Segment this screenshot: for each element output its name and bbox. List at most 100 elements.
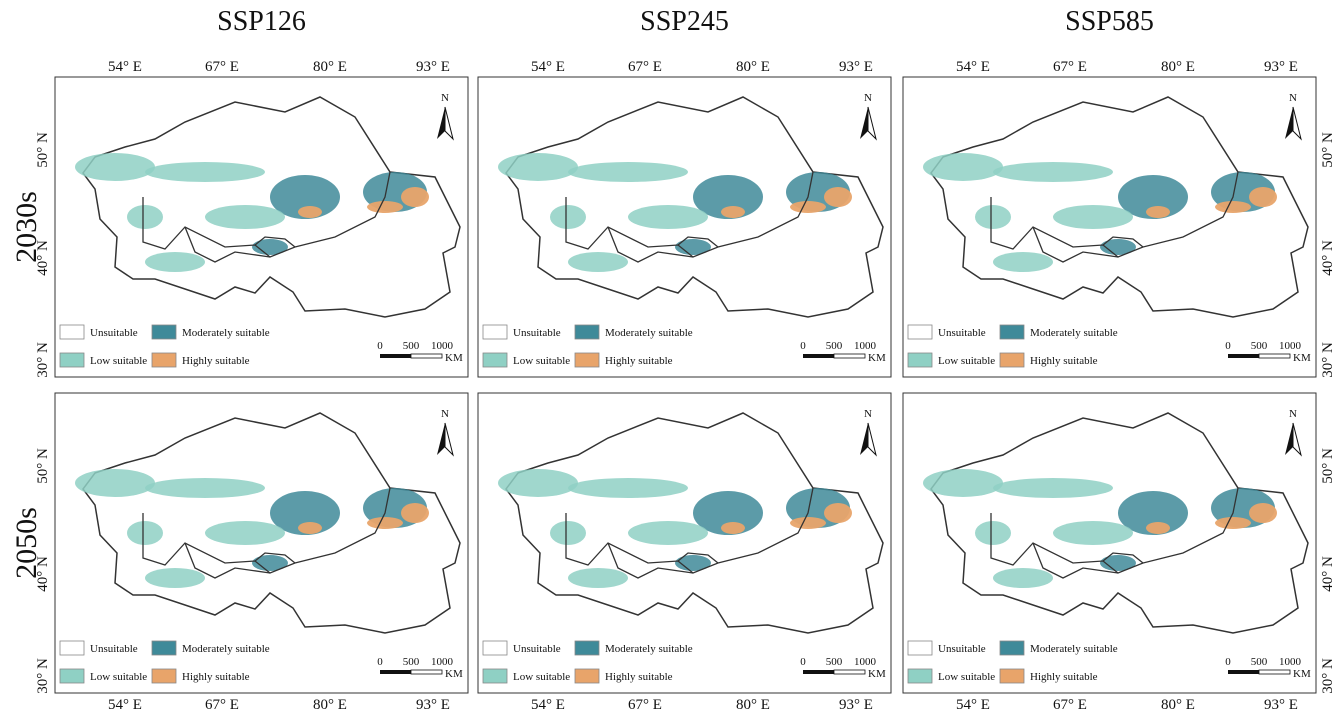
suitability-area [401,503,429,523]
longitude-label: 93° E [839,59,873,75]
north-arrow [860,107,868,139]
country-border [990,171,1239,258]
suitability-area [1100,239,1136,255]
legend-label: Unsuitable [90,643,138,655]
map-panel: N Unsuitable Moderately suitable Low suitab… [902,59,1336,378]
legend-swatch [999,668,1025,684]
suitability-area [790,517,826,529]
country-border [254,236,296,248]
latitude-label: 40° N [1320,556,1336,592]
legend-swatch [59,640,85,656]
legend-swatch [999,352,1025,368]
suitability-area [367,517,403,529]
latitude-label: 30° N [35,342,51,378]
scale-unit: KM [445,668,463,680]
column-header: SSP126 [217,6,306,37]
legend-label: Highly suitable [1030,671,1098,683]
scale-tick-label: 500 [826,340,843,352]
suitability-area [568,252,628,272]
suitability-area [145,252,205,272]
scale-tick-label: 1000 [431,340,454,352]
scale-unit: KM [868,668,886,680]
suitability-area [628,205,708,229]
legend-swatch [574,324,600,340]
scale-tick-label: 0 [1225,656,1231,668]
legend-label: Highly suitable [182,671,250,683]
latitude-label: 30° N [1320,658,1336,694]
legend-label: Unsuitable [513,327,561,339]
suitability-area [550,205,586,229]
north-label: N [864,408,872,420]
suitability-area [298,522,322,534]
scale-bar [803,670,834,674]
longitude-label: 67° E [205,697,239,713]
longitude-label: 80° E [1161,697,1195,713]
suitability-area [568,478,688,498]
country-border [677,552,719,564]
country-border [990,487,1239,574]
north-arrow [860,423,868,455]
country-border [254,552,296,564]
suitability-area [1118,175,1188,219]
suitability-area [145,162,265,182]
suitability-area [1100,555,1136,571]
legend-swatch [482,324,508,340]
suitability-area [145,568,205,588]
legend-swatch [59,668,85,684]
latitude-label: 50° N [35,132,51,168]
suitability-area [824,187,852,207]
scale-unit: KM [1293,668,1311,680]
legend-label: Moderately suitable [182,643,270,655]
country-border [607,226,694,263]
longitude-label: 67° E [628,59,662,75]
legend-swatch [151,668,177,684]
latitude-label: 50° N [1320,448,1336,484]
country-border [184,226,271,263]
longitude-label: 93° E [416,697,450,713]
longitude-label: 54° E [531,697,565,713]
suitability-area [1146,522,1170,534]
scale-unit: KM [445,352,463,364]
scale-tick-label: 0 [800,656,806,668]
suitability-area [127,521,163,545]
scale-tick-label: 500 [826,656,843,668]
scale-tick-label: 500 [403,340,420,352]
legend-swatch [59,352,85,368]
map-panel: N Unsuitable Moderately suitable Low suitab… [35,392,469,713]
scale-bar [833,353,866,359]
suitability-area [205,205,285,229]
country-border [677,236,719,248]
suitability-area [721,522,745,534]
latitude-label: 40° N [1320,240,1336,276]
country-border [1032,542,1119,579]
legend-label: Low suitable [938,355,995,367]
legend-label: Moderately suitable [1030,643,1118,655]
longitude-label: 80° E [313,59,347,75]
country-border [142,487,391,574]
longitude-label: 80° E [1161,59,1195,75]
longitude-label: 80° E [736,59,770,75]
north-arrow [437,107,445,139]
scale-bar [803,354,834,358]
scale-tick-label: 0 [1225,340,1231,352]
suitability-area [498,469,578,497]
north-arrow [1285,423,1293,455]
scale-bar [410,353,443,359]
suitability-area [252,555,288,571]
suitability-area [568,162,688,182]
scale-tick-label: 1000 [431,656,454,668]
latitude-label: 40° N [35,240,51,276]
suitability-area [824,503,852,523]
longitude-label: 80° E [313,697,347,713]
legend-label: Moderately suitable [182,327,270,339]
longitude-label: 54° E [531,59,565,75]
scale-bar [1228,354,1259,358]
longitude-label: 93° E [839,697,873,713]
scale-bar [833,669,866,675]
scale-unit: KM [1293,352,1311,364]
legend-label: Unsuitable [938,327,986,339]
longitude-label: 67° E [628,697,662,713]
latitude-label: 30° N [35,658,51,694]
north-arrow [437,423,445,455]
suitability-area [252,239,288,255]
